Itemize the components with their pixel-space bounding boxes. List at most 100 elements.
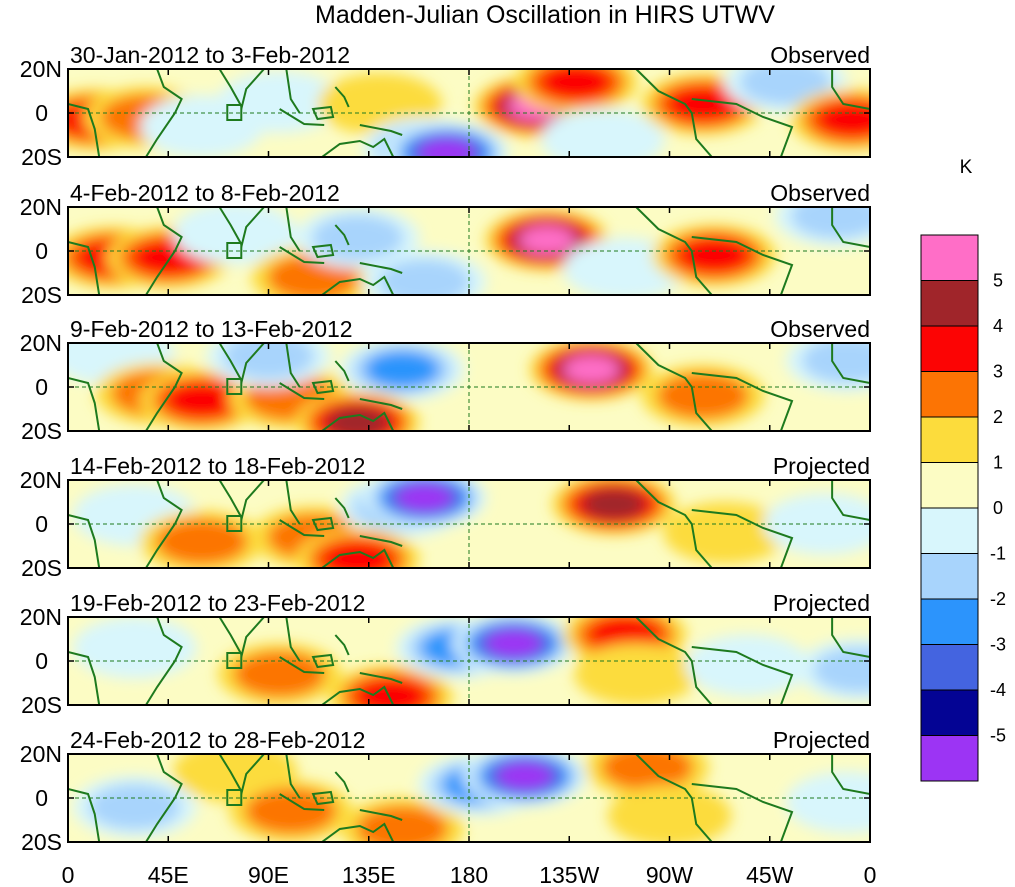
x-tick-label: 45E [148, 862, 189, 887]
panel-status: Observed [770, 180, 870, 206]
contour-blob [353, 677, 429, 705]
contour-blob [311, 214, 404, 261]
coastline [359, 809, 403, 821]
coastline [285, 207, 301, 252]
coastline [334, 224, 350, 246]
contour-blob [739, 69, 832, 106]
coastline [691, 646, 794, 705]
y-tick-label: 20S [21, 144, 62, 170]
coastline [68, 377, 101, 431]
panel-status: Observed [770, 316, 870, 342]
coastline [831, 69, 870, 110]
y-tick-label: 0 [35, 511, 48, 537]
colorbar: K 5 4 3 2 1 0 -1 -2 -3 -4 -5 [920, 157, 1006, 782]
contour-blob [325, 406, 390, 431]
coastline [359, 672, 403, 684]
coastline [285, 480, 301, 525]
coastline [311, 790, 335, 806]
contour-blob [244, 788, 337, 835]
coastline [279, 246, 325, 264]
coastline [311, 516, 335, 532]
coastline [145, 480, 183, 568]
coastline [831, 754, 870, 795]
coastline [279, 382, 325, 400]
colorbar-label: 3 [993, 362, 1003, 382]
coastline [145, 617, 183, 705]
coastline [145, 343, 183, 431]
coastline [311, 379, 335, 395]
y-tick-label: 20N [20, 604, 62, 630]
chart-title: Madden-Julian Oscillation in HIRS UTWV [315, 1, 775, 29]
contour-blob [378, 258, 471, 295]
contour-blob [418, 138, 476, 157]
y-tick-label: 20N [20, 741, 62, 767]
coastline [334, 360, 350, 382]
y-tick-label: 0 [35, 374, 48, 400]
colorbar-swatch [920, 598, 979, 645]
panel-period: 14-Feb-2012 to 18-Feb-2012 [70, 453, 365, 479]
contour-blob [685, 634, 810, 697]
colorbar-swatch [920, 280, 979, 327]
x-tick-label: 45W [746, 862, 794, 887]
coastline [831, 480, 870, 521]
contour-layer [72, 754, 870, 842]
colorbar-label: 0 [993, 498, 1003, 518]
panel-field [68, 69, 870, 157]
y-tick-label: 20N [20, 56, 62, 82]
colorbar-swatch [920, 689, 979, 736]
coastline [321, 685, 395, 705]
coastline [359, 535, 403, 547]
panel-field [68, 480, 870, 568]
coastline [279, 519, 325, 537]
colorbar-label: 1 [993, 453, 1003, 473]
colorbar-label: 4 [993, 316, 1003, 336]
coastline [334, 86, 350, 108]
contour-blob [155, 518, 248, 565]
coastline [831, 207, 870, 248]
y-tick-label: 20S [21, 282, 62, 308]
panel-period: 9-Feb-2012 to 13-Feb-2012 [70, 316, 353, 342]
coastlines [68, 207, 870, 295]
coastline [635, 343, 713, 431]
coastline [635, 480, 713, 568]
colorbar-swatch [920, 735, 979, 782]
contour-blob [815, 101, 870, 139]
coastline [311, 105, 335, 121]
coastline [334, 634, 350, 656]
coastline [279, 108, 325, 126]
contour-blob [538, 69, 614, 101]
coastline [691, 509, 794, 568]
x-tick-label: 90E [248, 862, 289, 887]
contour-blob [365, 350, 440, 388]
coastline [691, 98, 794, 157]
colorbar-swatch [920, 462, 979, 509]
box-marker [226, 378, 243, 395]
contour-blob [676, 236, 752, 274]
coastline [279, 656, 325, 674]
contour-blob [563, 355, 620, 384]
y-tick-label: 20S [21, 418, 62, 444]
coastlines [68, 617, 870, 705]
contour-blob [485, 629, 543, 658]
coastline [635, 69, 713, 157]
colorbar-swatch [920, 553, 979, 600]
coastline [321, 548, 395, 568]
y-tick-label: 20S [21, 692, 62, 718]
y-tick-label: 0 [35, 785, 48, 811]
x-tick-label: 135W [539, 862, 599, 887]
coastline [311, 243, 335, 259]
coastline [635, 617, 713, 705]
coastline [285, 754, 301, 799]
contour-blob [518, 225, 576, 255]
panel-period: 24-Feb-2012 to 28-Feb-2012 [70, 727, 365, 753]
contour-blob [801, 343, 870, 384]
coastline [321, 275, 395, 295]
coastline [359, 124, 403, 136]
coastline [321, 137, 395, 157]
panel: 20N 0 20S 30-Jan-2012 to 3-Feb-2012 Observed [20, 42, 871, 170]
coastline [334, 771, 350, 793]
x-tick-label: 90W [646, 862, 694, 887]
colorbar-unit: K [960, 157, 973, 178]
coastline [68, 103, 101, 157]
coastline [321, 822, 395, 842]
